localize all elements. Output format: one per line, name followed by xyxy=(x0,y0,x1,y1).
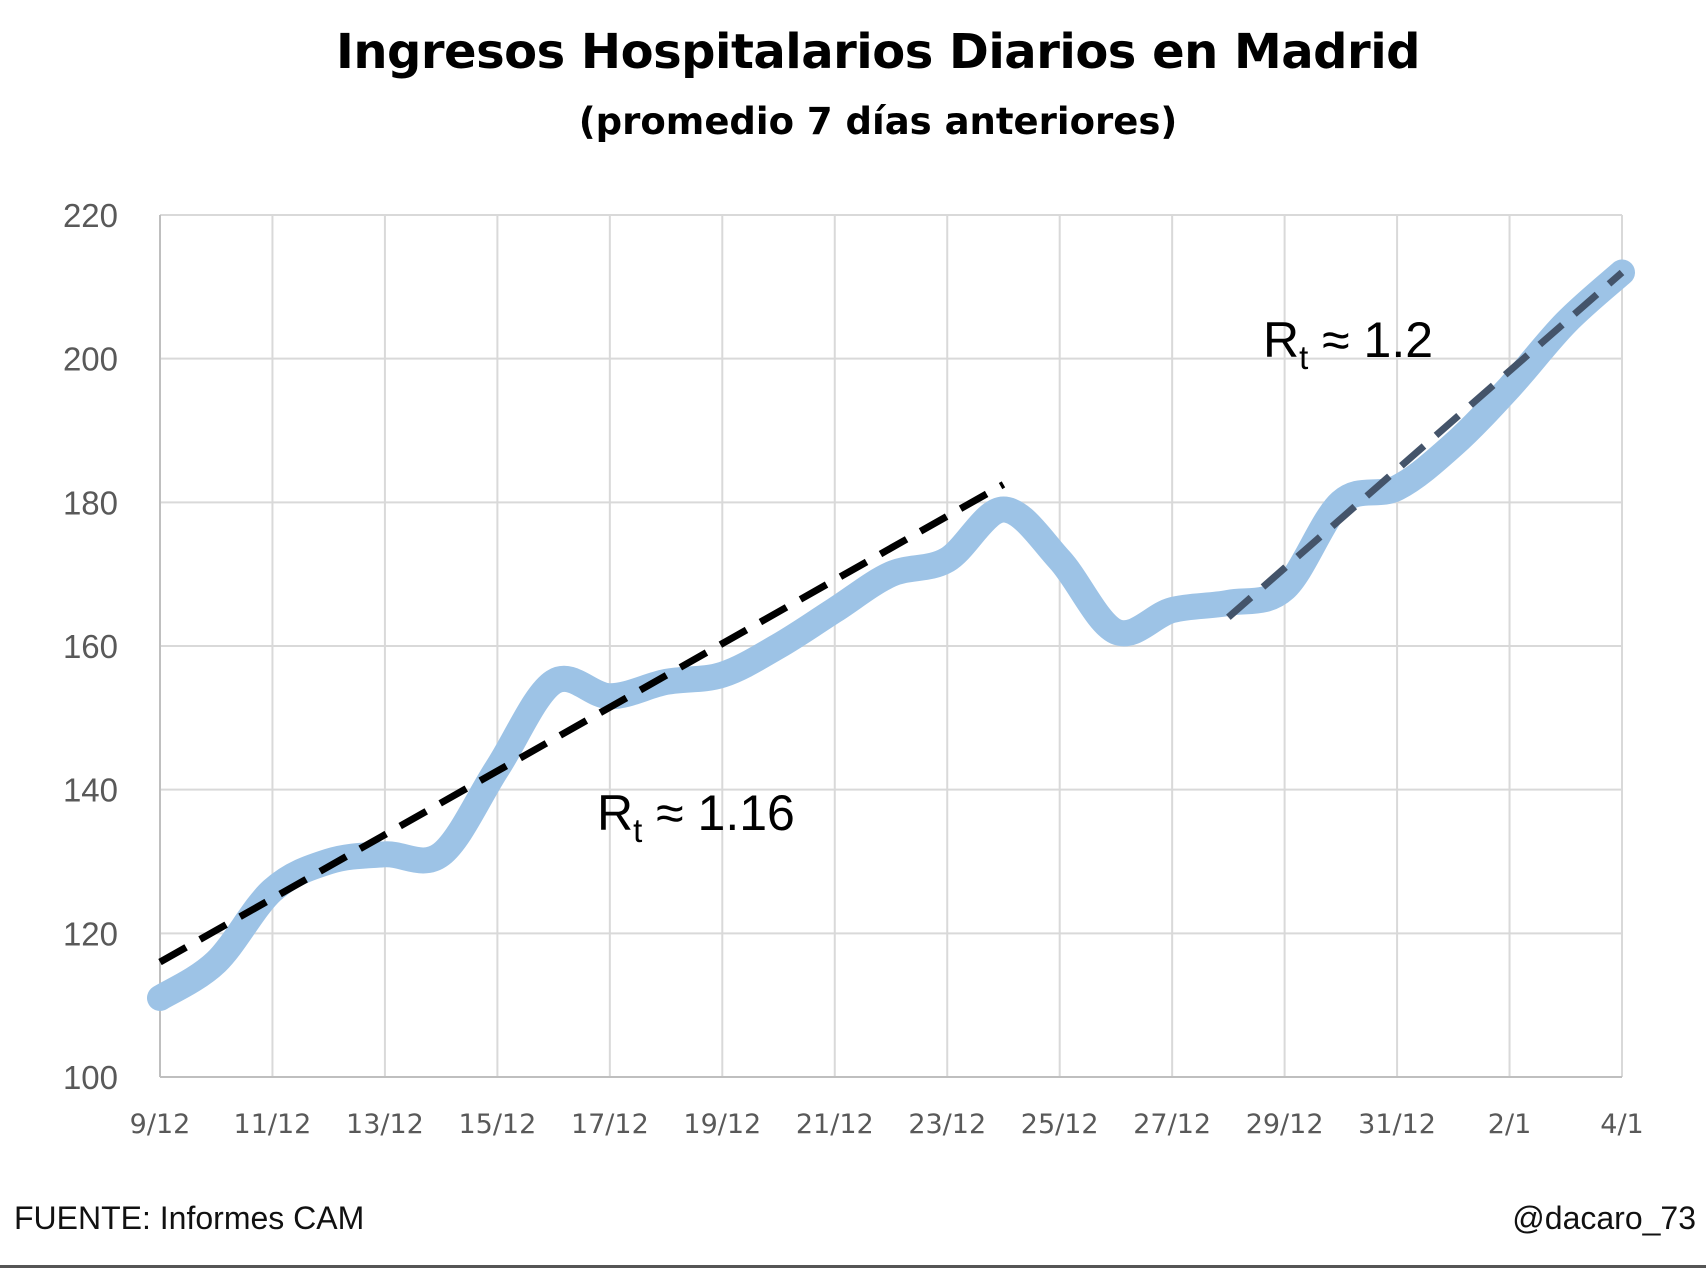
x-tick-label: 23/12 xyxy=(908,1109,986,1140)
trendline-2 xyxy=(1226,269,1625,620)
x-tick-label: 31/12 xyxy=(1358,1109,1436,1140)
x-tick-label: 11/12 xyxy=(234,1109,312,1140)
y-tick-label: 160 xyxy=(63,628,118,665)
trendline-1 xyxy=(158,481,1006,966)
bottom-divider xyxy=(0,1265,1706,1268)
y-tick-label: 200 xyxy=(63,341,118,378)
y-tick-label: 220 xyxy=(63,197,118,234)
data-series xyxy=(147,259,1635,1011)
x-tick-label: 15/12 xyxy=(458,1109,536,1140)
source-note: FUENTE: Informes CAM xyxy=(14,1200,365,1236)
x-tick-label: 4/1 xyxy=(1600,1109,1643,1140)
chart-subtitle: (promedio 7 días anteriores) xyxy=(578,100,1178,143)
y-axis-ticks: 100 120 140 160 180 200 220 xyxy=(63,197,118,1096)
series-line xyxy=(147,259,1635,1011)
y-tick-label: 100 xyxy=(63,1059,118,1096)
y-tick-label: 180 xyxy=(63,484,118,521)
chart-grid xyxy=(159,214,1623,1078)
annotation-rt-12: Rt ≈ 1.2 xyxy=(1263,312,1433,376)
annotation-rt-116: Rt ≈ 1.16 xyxy=(597,785,795,849)
chart-title: Ingresos Hospitalarios Diarios en Madrid xyxy=(335,24,1421,80)
x-tick-label: 13/12 xyxy=(346,1109,424,1140)
x-tick-label: 25/12 xyxy=(1021,1109,1099,1140)
x-tick-label: 29/12 xyxy=(1246,1109,1324,1140)
x-axis-ticks: 9/12 11/12 13/12 15/12 17/12 19/12 21/12 23/12 2… xyxy=(130,1109,1644,1140)
x-tick-label: 19/12 xyxy=(683,1109,761,1140)
author-handle: @dacaro_73 xyxy=(1512,1200,1696,1236)
x-tick-label: 17/12 xyxy=(571,1109,649,1140)
y-tick-label: 140 xyxy=(63,772,118,809)
x-tick-label: 9/12 xyxy=(130,1109,191,1140)
x-tick-label: 2/1 xyxy=(1488,1109,1531,1140)
x-tick-label: 21/12 xyxy=(796,1109,874,1140)
x-tick-label: 27/12 xyxy=(1133,1109,1211,1140)
y-tick-label: 120 xyxy=(63,915,118,952)
line-chart: 100 120 140 160 180 200 220 9/12 11/12 13/12 15/1… xyxy=(63,197,1644,1140)
trendlines xyxy=(158,269,1625,966)
